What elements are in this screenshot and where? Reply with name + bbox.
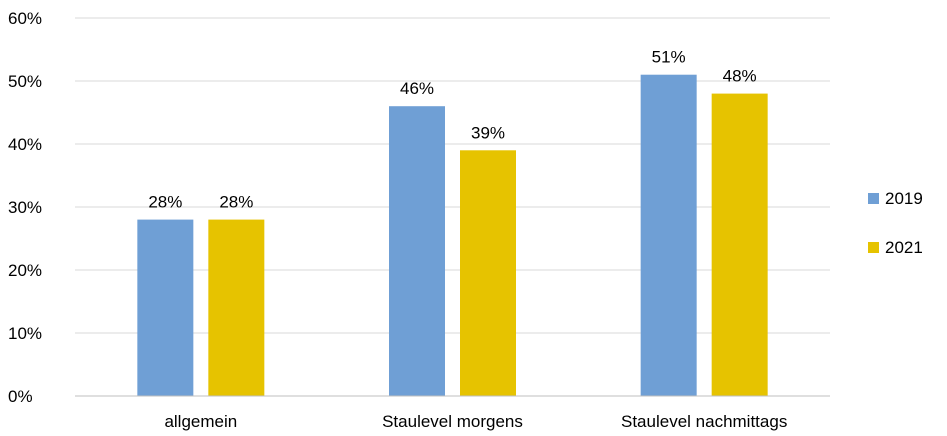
bar-2021-1: [460, 150, 516, 396]
x-tick-label: Staulevel nachmittags: [621, 412, 787, 431]
data-label: 51%: [652, 48, 686, 67]
bar-2019-2: [640, 74, 697, 396]
bar-2019-0: [137, 219, 194, 396]
data-label: 39%: [471, 123, 505, 142]
y-tick-label: 20%: [8, 261, 42, 280]
legend-swatch-2021: [868, 242, 879, 253]
legend-label-2019: 2019: [885, 189, 923, 208]
bar-2021-0: [208, 219, 265, 396]
data-labels: 28% 28% 46% 39% 51% 48%: [148, 48, 756, 212]
y-tick-label: 30%: [8, 198, 42, 217]
x-tick-label: Staulevel morgens: [382, 412, 523, 431]
data-label: 46%: [400, 79, 434, 98]
x-tick-label: allgemein: [164, 412, 237, 431]
y-tick-label: 10%: [8, 324, 42, 343]
legend-label-2021: 2021: [885, 238, 923, 257]
legend: 2019 2021: [868, 189, 923, 257]
data-label: 28%: [148, 193, 182, 212]
gridlines: [75, 17, 830, 334]
y-axis-ticks: 0% 10% 20% 30% 40% 50% 60%: [8, 9, 42, 406]
data-label: 48%: [723, 67, 757, 86]
y-tick-label: 40%: [8, 135, 42, 154]
bar-2021-2: [711, 93, 768, 396]
legend-swatch-2019: [868, 193, 879, 204]
y-tick-label: 0%: [8, 387, 33, 406]
y-tick-label: 60%: [8, 9, 42, 28]
data-label: 28%: [219, 193, 253, 212]
bars: [137, 74, 768, 396]
y-tick-label: 50%: [8, 72, 42, 91]
x-axis-ticks: allgemein Staulevel morgens Staulevel nach…: [164, 412, 787, 431]
bar-2019-1: [389, 106, 445, 396]
